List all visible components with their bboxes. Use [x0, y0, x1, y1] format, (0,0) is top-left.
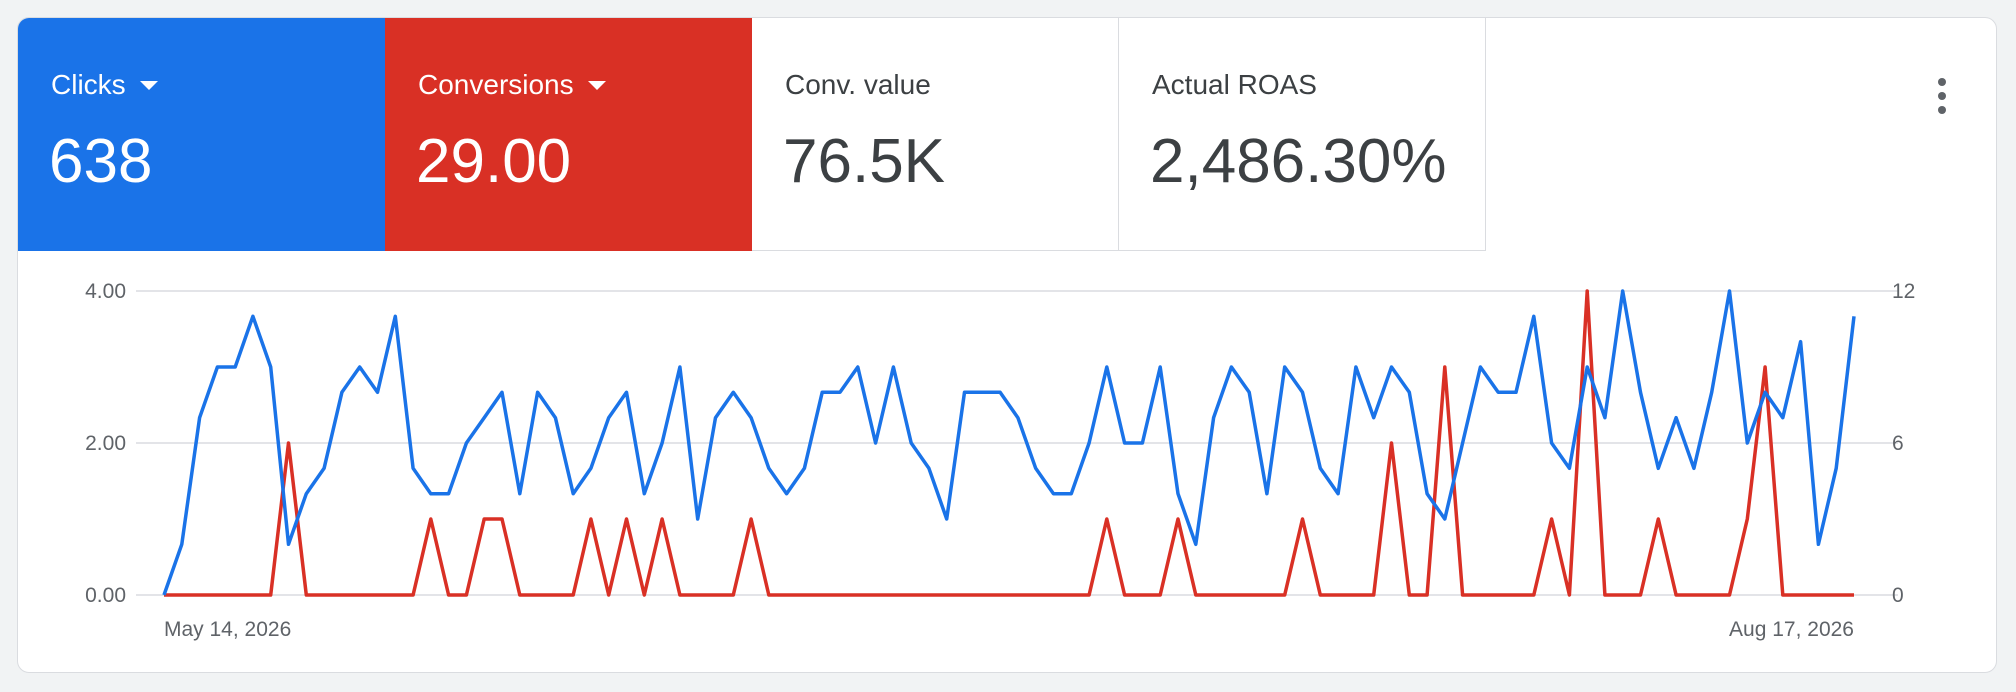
metric-value: 638 [49, 127, 153, 196]
metric-tile-conv-value[interactable]: Conv. value 76.5K [752, 18, 1119, 251]
metric-value: 2,486.30% [1150, 127, 1447, 196]
more-vert-icon[interactable] [1930, 78, 1954, 114]
left-axis-tick-label: 4.00 [85, 280, 126, 303]
performance-chart: 4.00 12 2.00 6 0.00 0 May 14, 2026 Aug 17, 2026 [85, 280, 1915, 641]
performance-card: 4.00 12 2.00 6 0.00 0 May 14, 2026 Aug 17, 2026… [17, 17, 1997, 673]
right-axis-tick-label: 6 [1892, 432, 1904, 455]
metric-label: Actual ROAS [1152, 69, 1317, 100]
right-axis-tick-label: 12 [1892, 280, 1915, 303]
metric-label: Conversions [418, 69, 574, 100]
metric-label: Conv. value [785, 69, 931, 100]
axis-ticks: 4.00 12 2.00 6 0.00 0 May 14, 2026 Aug 17, 2026 [85, 280, 1915, 641]
x-axis-tick-label: Aug 17, 2026 [1729, 618, 1854, 641]
series-lines [162, 289, 1856, 597]
dropdown-caret-icon[interactable] [139, 80, 158, 90]
dropdown-caret-icon[interactable] [587, 80, 606, 90]
series-line-conversions [164, 289, 1854, 597]
metric-tile-clicks[interactable]: Clicks 638 [18, 18, 385, 251]
metric-value: 29.00 [416, 127, 572, 196]
left-axis-tick-label: 0.00 [85, 584, 126, 607]
metric-tile-actual-roas[interactable]: Actual ROAS 2,486.30% [1119, 18, 1486, 251]
metric-tiles: Clicks 638 Conversions 29.00 Conv. value… [18, 18, 1486, 251]
right-axis-tick-label: 0 [1892, 584, 1904, 607]
series-line-clicks [162, 289, 1856, 596]
left-axis-tick-label: 2.00 [85, 432, 126, 455]
metric-label: Clicks [51, 69, 126, 100]
gridlines [136, 290, 1898, 596]
x-axis-tick-label: May 14, 2026 [164, 618, 291, 641]
metric-value: 76.5K [783, 127, 946, 196]
metric-tile-conversions[interactable]: Conversions 29.00 [385, 18, 752, 251]
